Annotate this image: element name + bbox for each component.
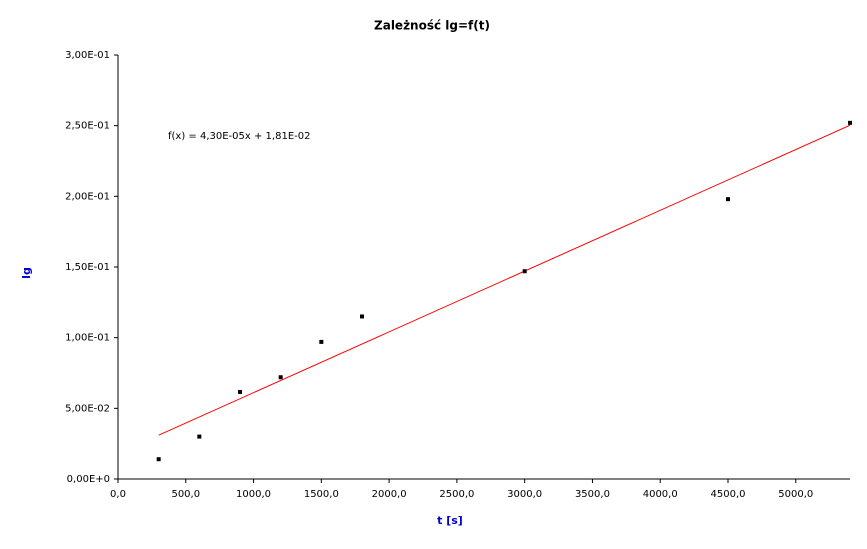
point [319,339,324,344]
trendline [158,124,851,436]
x-tick-label: 1500,0 [304,489,339,500]
y-tick-label: 2,50E-01 [65,121,110,132]
point [848,120,852,125]
y-tick-label: 5,00E-02 [65,403,110,414]
x-tick-label: 3000,0 [507,489,542,500]
y-axis-label: lg [20,267,33,279]
y-tick-label: 1,50E-01 [65,262,110,273]
point [156,457,161,462]
x-tick-label: 500,0 [171,489,200,500]
y-tick-label: 1,00E-01 [65,333,110,344]
x-tick-label: 4500,0 [711,489,746,500]
x-axis-label: t [s] [437,514,463,527]
x-tick-label: 2000,0 [372,489,407,500]
point [278,375,283,380]
trendline-label: f(x) = 4,30E-05x + 1,81E-02 [168,131,310,142]
point [726,197,730,202]
chart-title: Zależność lg=f(t) [374,19,490,33]
y-tick-label: 0,00E+0 [67,474,110,485]
x-tick-label: 4000,0 [643,489,678,500]
x-tick-label: 0,0 [110,489,126,500]
x-tick-label: 1000,0 [236,489,271,500]
x-tick-label: 5000,0 [778,489,813,500]
y-tick-label: 2,00E-01 [65,191,110,202]
x-tick-label: 2500,0 [439,489,474,500]
x-tick-label: 3500,0 [575,489,610,500]
point [238,389,242,394]
point [360,314,364,319]
point [522,269,527,274]
y-tick-label: 3,00E-01 [65,50,110,61]
point [197,434,202,439]
